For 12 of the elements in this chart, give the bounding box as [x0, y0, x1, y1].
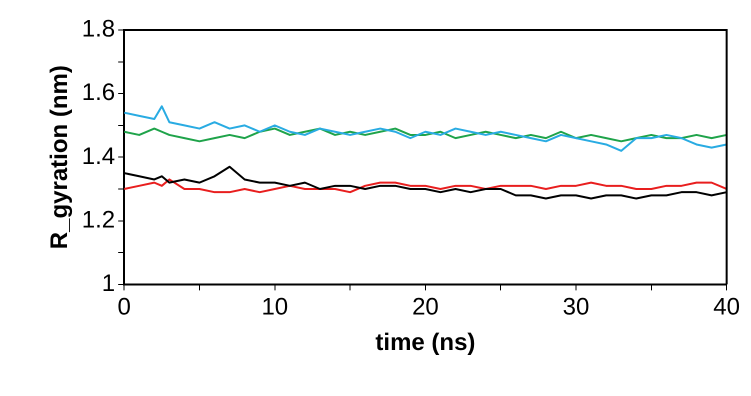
- y-tick-label: 1.8: [82, 16, 116, 43]
- x-tick-label: 40: [713, 293, 740, 320]
- y-tick-label: 1.2: [82, 206, 116, 234]
- y-axis-title: R_gyration (nm): [46, 65, 74, 250]
- x-tick-label: 30: [562, 293, 590, 320]
- x-axis-title: time (ns): [375, 329, 476, 356]
- x-tick-label: 10: [261, 293, 288, 320]
- y-tick-label: 1.6: [82, 79, 116, 106]
- x-tick-label: 0: [117, 293, 131, 320]
- y-tick-label: 1: [102, 270, 116, 298]
- y-tick-label: 1.4: [82, 142, 116, 170]
- x-tick-label: 20: [412, 293, 439, 320]
